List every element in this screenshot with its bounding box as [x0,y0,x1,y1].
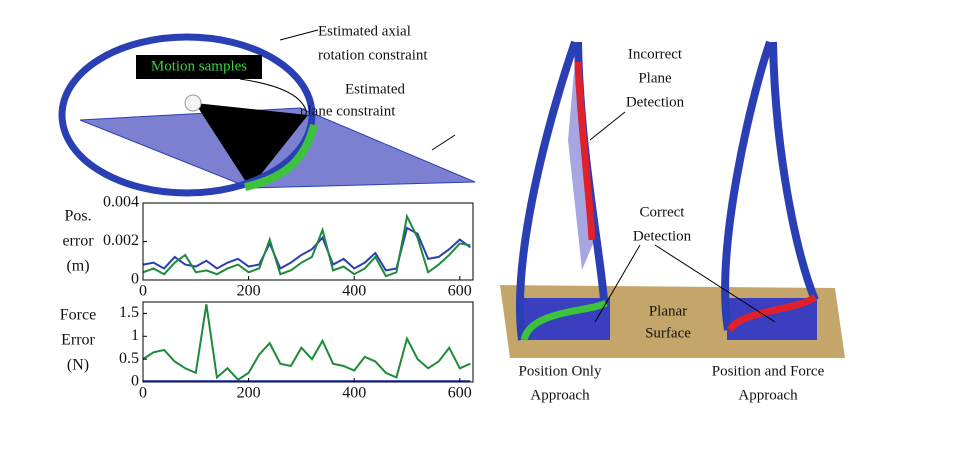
x-tick-label: 400 [342,385,366,402]
x-tick-label: 200 [237,283,261,300]
label: Correct [640,204,686,220]
y-axis-label: error [62,233,94,250]
data-line [143,304,470,379]
caption: Approach [530,387,590,403]
label: Estimated axial [318,23,411,39]
label: Incorrect [628,46,683,62]
y-axis-label: (m) [66,258,89,275]
y-tick-label: 0 [131,271,139,288]
plot-frame [143,302,473,382]
x-tick-label: 600 [448,385,472,402]
label: Estimated [345,81,405,97]
x-tick-label: 600 [448,283,472,300]
caption: Approach [738,387,798,403]
label: Plane [638,70,672,86]
label: Surface [645,325,691,341]
label: Detection [633,228,692,244]
label: Motion samples [151,58,247,74]
label: plane constraint [300,103,396,119]
leader [432,135,455,150]
label: rotation constraint [318,47,428,63]
x-tick-label: 200 [237,385,261,402]
sphere [185,95,201,111]
caption: Position and Force [712,363,825,379]
x-tick-label: 400 [342,283,366,300]
caption: Position Only [519,363,602,379]
leader [280,30,318,40]
y-tick-label: 0 [131,373,139,390]
trajectory [725,42,815,330]
x-tick-label: 0 [139,283,147,300]
y-tick-label: 1 [131,327,139,344]
x-tick-label: 0 [139,385,147,402]
y-axis-label: Pos. [64,208,91,225]
y-tick-label: 0.002 [103,232,139,249]
y-tick-label: 1.5 [119,304,139,321]
y-axis-label: (N) [67,357,89,374]
leader [590,112,625,140]
y-axis-label: Force [60,307,96,324]
data-line [143,216,470,276]
leader [240,79,306,110]
label: Planar [649,303,687,319]
label: Detection [626,94,685,110]
figure: Estimated axial rotation constraint Moti… [0,0,954,471]
y-tick-label: 0.5 [119,350,139,367]
y-axis-label: Error [61,332,95,349]
y-tick-label: 0.004 [103,194,139,211]
